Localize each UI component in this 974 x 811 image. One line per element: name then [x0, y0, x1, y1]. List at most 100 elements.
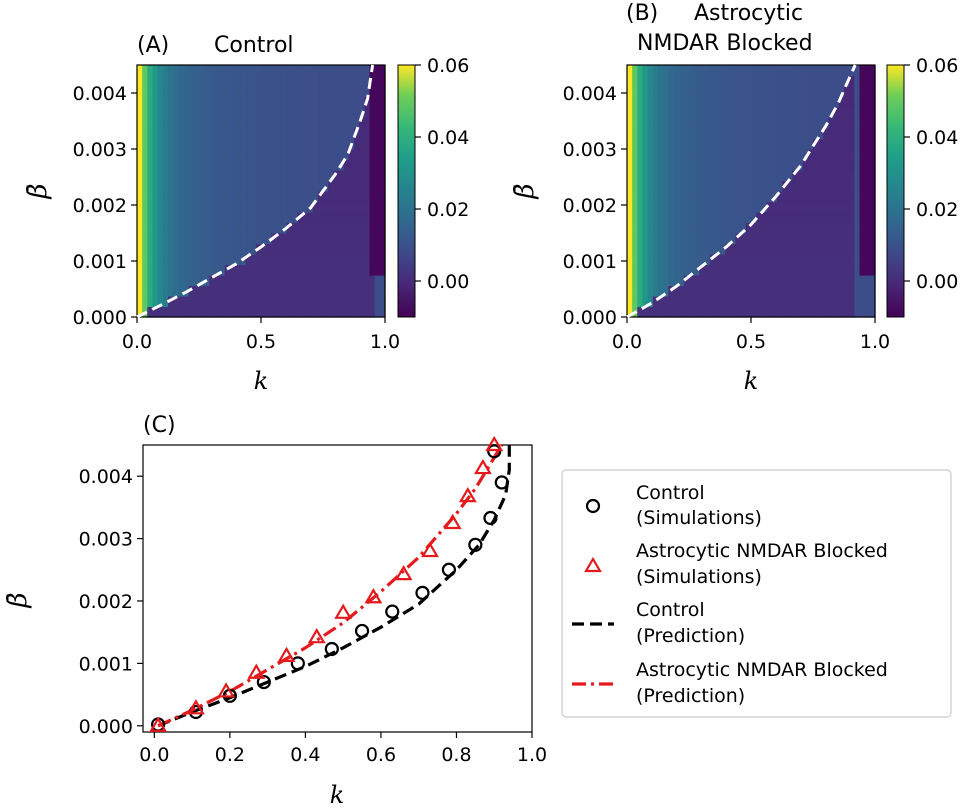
- heatmap-cell: [678, 201, 685, 213]
- heatmap-cell: [647, 212, 654, 224]
- heatmap-cell: [292, 138, 298, 150]
- heatmap-cell: [813, 159, 819, 171]
- heatmap-cell: [802, 117, 809, 129]
- heatmap-cell: [678, 117, 685, 129]
- heatmap-cell: [714, 86, 721, 98]
- heatmap-cell: [663, 117, 669, 129]
- heatmap-cell: [312, 128, 319, 140]
- heatmap-cell: [782, 65, 788, 77]
- legend-label-control-pred-2: (Prediction): [636, 625, 745, 647]
- heatmap-cell: [787, 107, 793, 119]
- heatmap-cell: [683, 275, 690, 287]
- heatmap-cell: [230, 275, 236, 287]
- heatmap-cell: [859, 201, 866, 213]
- heatmap-cell: [802, 191, 809, 203]
- heatmap-cell: [292, 212, 298, 224]
- heatmap-cell: [869, 254, 876, 266]
- heatmap-cell: [152, 149, 159, 161]
- heatmap-cell: [637, 75, 644, 87]
- heatmap-cell: [333, 296, 340, 308]
- heatmap-cell: [379, 117, 386, 129]
- heatmap-cell: [761, 128, 768, 140]
- heatmap-cell: [787, 86, 793, 98]
- heatmap-cell: [849, 275, 855, 287]
- x-tick-label: 0.0: [122, 331, 152, 353]
- heatmap-cell: [828, 243, 835, 255]
- heatmap-cell: [343, 138, 350, 150]
- heatmap-cell: [230, 264, 236, 276]
- heatmap-cell: [802, 275, 809, 287]
- heatmap-cell: [652, 96, 659, 108]
- heatmap-cell: [374, 86, 381, 98]
- heatmap-cell: [864, 170, 871, 182]
- heatmap-cell: [751, 180, 757, 192]
- heatmap-cell: [797, 75, 804, 87]
- heatmap-cell: [730, 75, 737, 87]
- heatmap-cell: [761, 138, 768, 150]
- heatmap-cell: [178, 191, 185, 203]
- heatmap-cell: [792, 285, 799, 297]
- heatmap-cell: [147, 212, 154, 224]
- heatmap-cell: [379, 243, 386, 255]
- heatmap-cell: [859, 96, 866, 108]
- heatmap-cell: [152, 128, 159, 140]
- heatmap-cell: [147, 254, 154, 266]
- heatmap-cell: [704, 201, 711, 213]
- heatmap-cell: [142, 180, 148, 192]
- heatmap-cell: [379, 149, 386, 161]
- heatmap-cell: [787, 264, 793, 276]
- heatmap-cell: [761, 117, 768, 129]
- heatmap-cell: [333, 243, 340, 255]
- heatmap-cell: [807, 191, 814, 203]
- heatmap-cell: [704, 128, 711, 140]
- heatmap-cell: [673, 159, 680, 171]
- heatmap-cell: [792, 96, 799, 108]
- heatmap-cell: [193, 117, 200, 129]
- heatmap-cell: [333, 275, 340, 287]
- heatmap-cell: [632, 296, 638, 308]
- heatmap-cell: [720, 117, 726, 129]
- heatmap-cell: [374, 264, 381, 276]
- heatmap-cell: [369, 107, 376, 119]
- heatmap-cell: [240, 65, 247, 77]
- heatmap-cell: [364, 159, 371, 171]
- panel-c: (C) 0.0 0.2 0.4 0.6 0.8 1.00.0000.0010.0020.0…: [3, 413, 952, 809]
- heatmap-cell: [751, 296, 757, 308]
- heatmap-cell: [276, 233, 283, 245]
- heatmap-cell: [333, 285, 340, 297]
- heatmap-cell: [673, 149, 680, 161]
- heatmap-cell: [735, 212, 742, 224]
- heatmap-cell: [720, 149, 726, 161]
- heatmap-cell: [255, 233, 262, 245]
- heatmap-cell: [250, 285, 257, 297]
- heatmap-cell: [720, 212, 726, 224]
- heatmap-cell: [354, 243, 360, 255]
- heatmap-cell: [338, 201, 345, 213]
- heatmap-cell: [142, 86, 148, 98]
- heatmap-cell: [823, 65, 830, 77]
- heatmap-cell: [137, 264, 143, 276]
- heatmap-cell: [828, 306, 835, 318]
- panel-b: (B) Astrocytic NMDAR Blocked 0.0 0.5 1.00.…: [510, 1, 958, 395]
- heatmap-cell: [261, 65, 267, 77]
- heatmap-cell: [204, 75, 210, 87]
- heatmap-cell: [379, 285, 386, 297]
- heatmap-cell: [627, 180, 633, 192]
- heatmap-cell: [364, 117, 371, 129]
- heatmap-cell: [348, 212, 355, 224]
- heatmap-cell: [776, 149, 783, 161]
- heatmap-cell: [833, 117, 840, 129]
- heatmap-cell: [673, 86, 680, 98]
- heatmap-cell: [276, 149, 283, 161]
- heatmap-cell: [348, 233, 355, 245]
- heatmap-cell: [844, 285, 850, 297]
- heatmap-cell: [297, 243, 303, 255]
- heatmap-cell: [740, 117, 747, 129]
- heatmap-cell: [828, 212, 835, 224]
- heatmap-cell: [673, 96, 680, 108]
- heatmap-cell: [214, 191, 221, 203]
- heatmap-cell: [348, 128, 355, 140]
- heatmap-cell: [828, 296, 835, 308]
- heatmap-cell: [714, 159, 721, 171]
- heatmap-cell: [178, 180, 185, 192]
